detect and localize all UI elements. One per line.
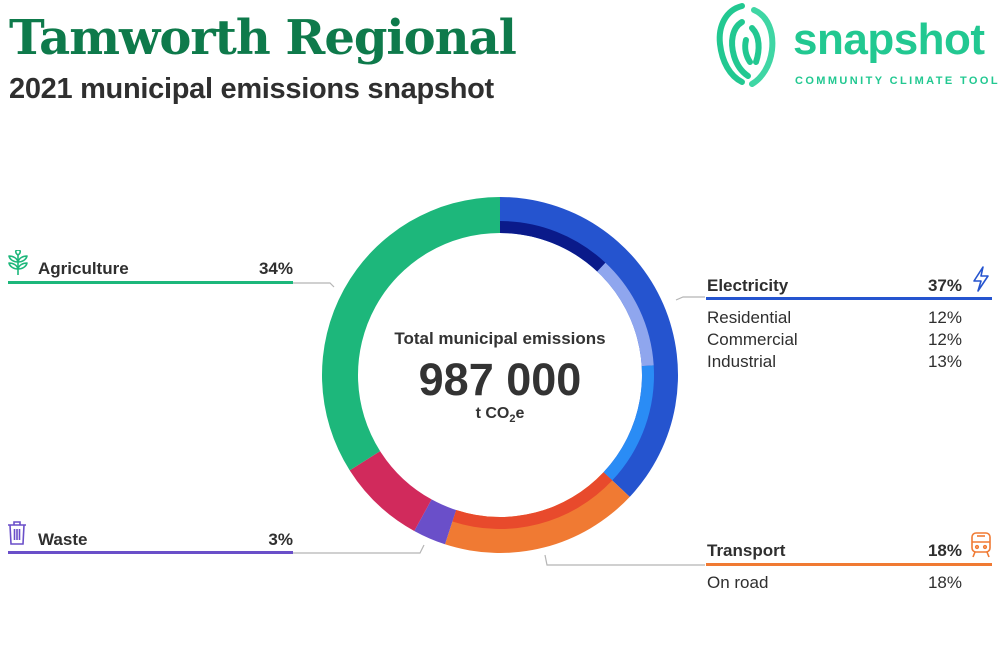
transport-pct: 18% — [927, 541, 962, 560]
donut-subslice-commercial — [597, 262, 654, 367]
trash-bin-icon — [7, 521, 27, 550]
donut-subslice-on-road — [452, 472, 613, 529]
leader-agriculture — [293, 282, 335, 288]
electricity-label: Electricity — [707, 276, 789, 295]
waste-rule — [8, 551, 293, 554]
logo-tagline: COMMUNITY CLIMATE TOOL — [795, 75, 1000, 87]
donut-slice-agriculture — [322, 197, 500, 471]
industrial-pct: 13% — [927, 352, 962, 371]
donut-slice-other — [349, 451, 432, 531]
total-emissions-value: 987 000 — [418, 354, 582, 405]
lightning-icon — [971, 266, 991, 297]
commercial-pct: 12% — [927, 330, 962, 349]
agriculture-pct: 34% — [258, 259, 293, 278]
industrial-label: Industrial — [707, 352, 776, 371]
fingerprint-swirl-icon — [712, 0, 782, 95]
page-title: Tamworth Regional — [9, 10, 517, 66]
waste-pct: 3% — [268, 530, 293, 549]
train-icon — [970, 532, 992, 563]
logo-wordmark: snapshot — [793, 15, 985, 64]
leader-waste — [293, 544, 425, 554]
leader-transport — [544, 554, 705, 566]
on-road-pct: 18% — [927, 573, 962, 592]
on-road-label: On road — [707, 573, 769, 592]
donut-slice-electricity — [500, 197, 678, 497]
electricity-rule — [706, 297, 992, 300]
agriculture-label: Agriculture — [38, 259, 129, 278]
transport-label: Transport — [707, 541, 786, 560]
leader-electricity — [675, 296, 705, 301]
emissions-unit: t CO2e — [475, 405, 525, 426]
page-subtitle: 2021 municipal emissions snapshot — [9, 73, 494, 105]
residential-label: Residential — [707, 308, 792, 327]
donut-subslice-industrial — [603, 365, 654, 481]
waste-label: Waste — [38, 530, 88, 549]
plant-icon — [6, 249, 30, 281]
residential-pct: 12% — [927, 308, 962, 327]
donut-slice-waste — [414, 499, 457, 545]
donut-subslice-residential — [500, 221, 606, 272]
commercial-label: Commercial — [707, 330, 798, 349]
center-label: Total municipal emissions — [394, 329, 606, 348]
transport-rule — [706, 563, 992, 566]
agriculture-rule — [8, 281, 293, 284]
electricity-pct: 37% — [927, 276, 962, 295]
